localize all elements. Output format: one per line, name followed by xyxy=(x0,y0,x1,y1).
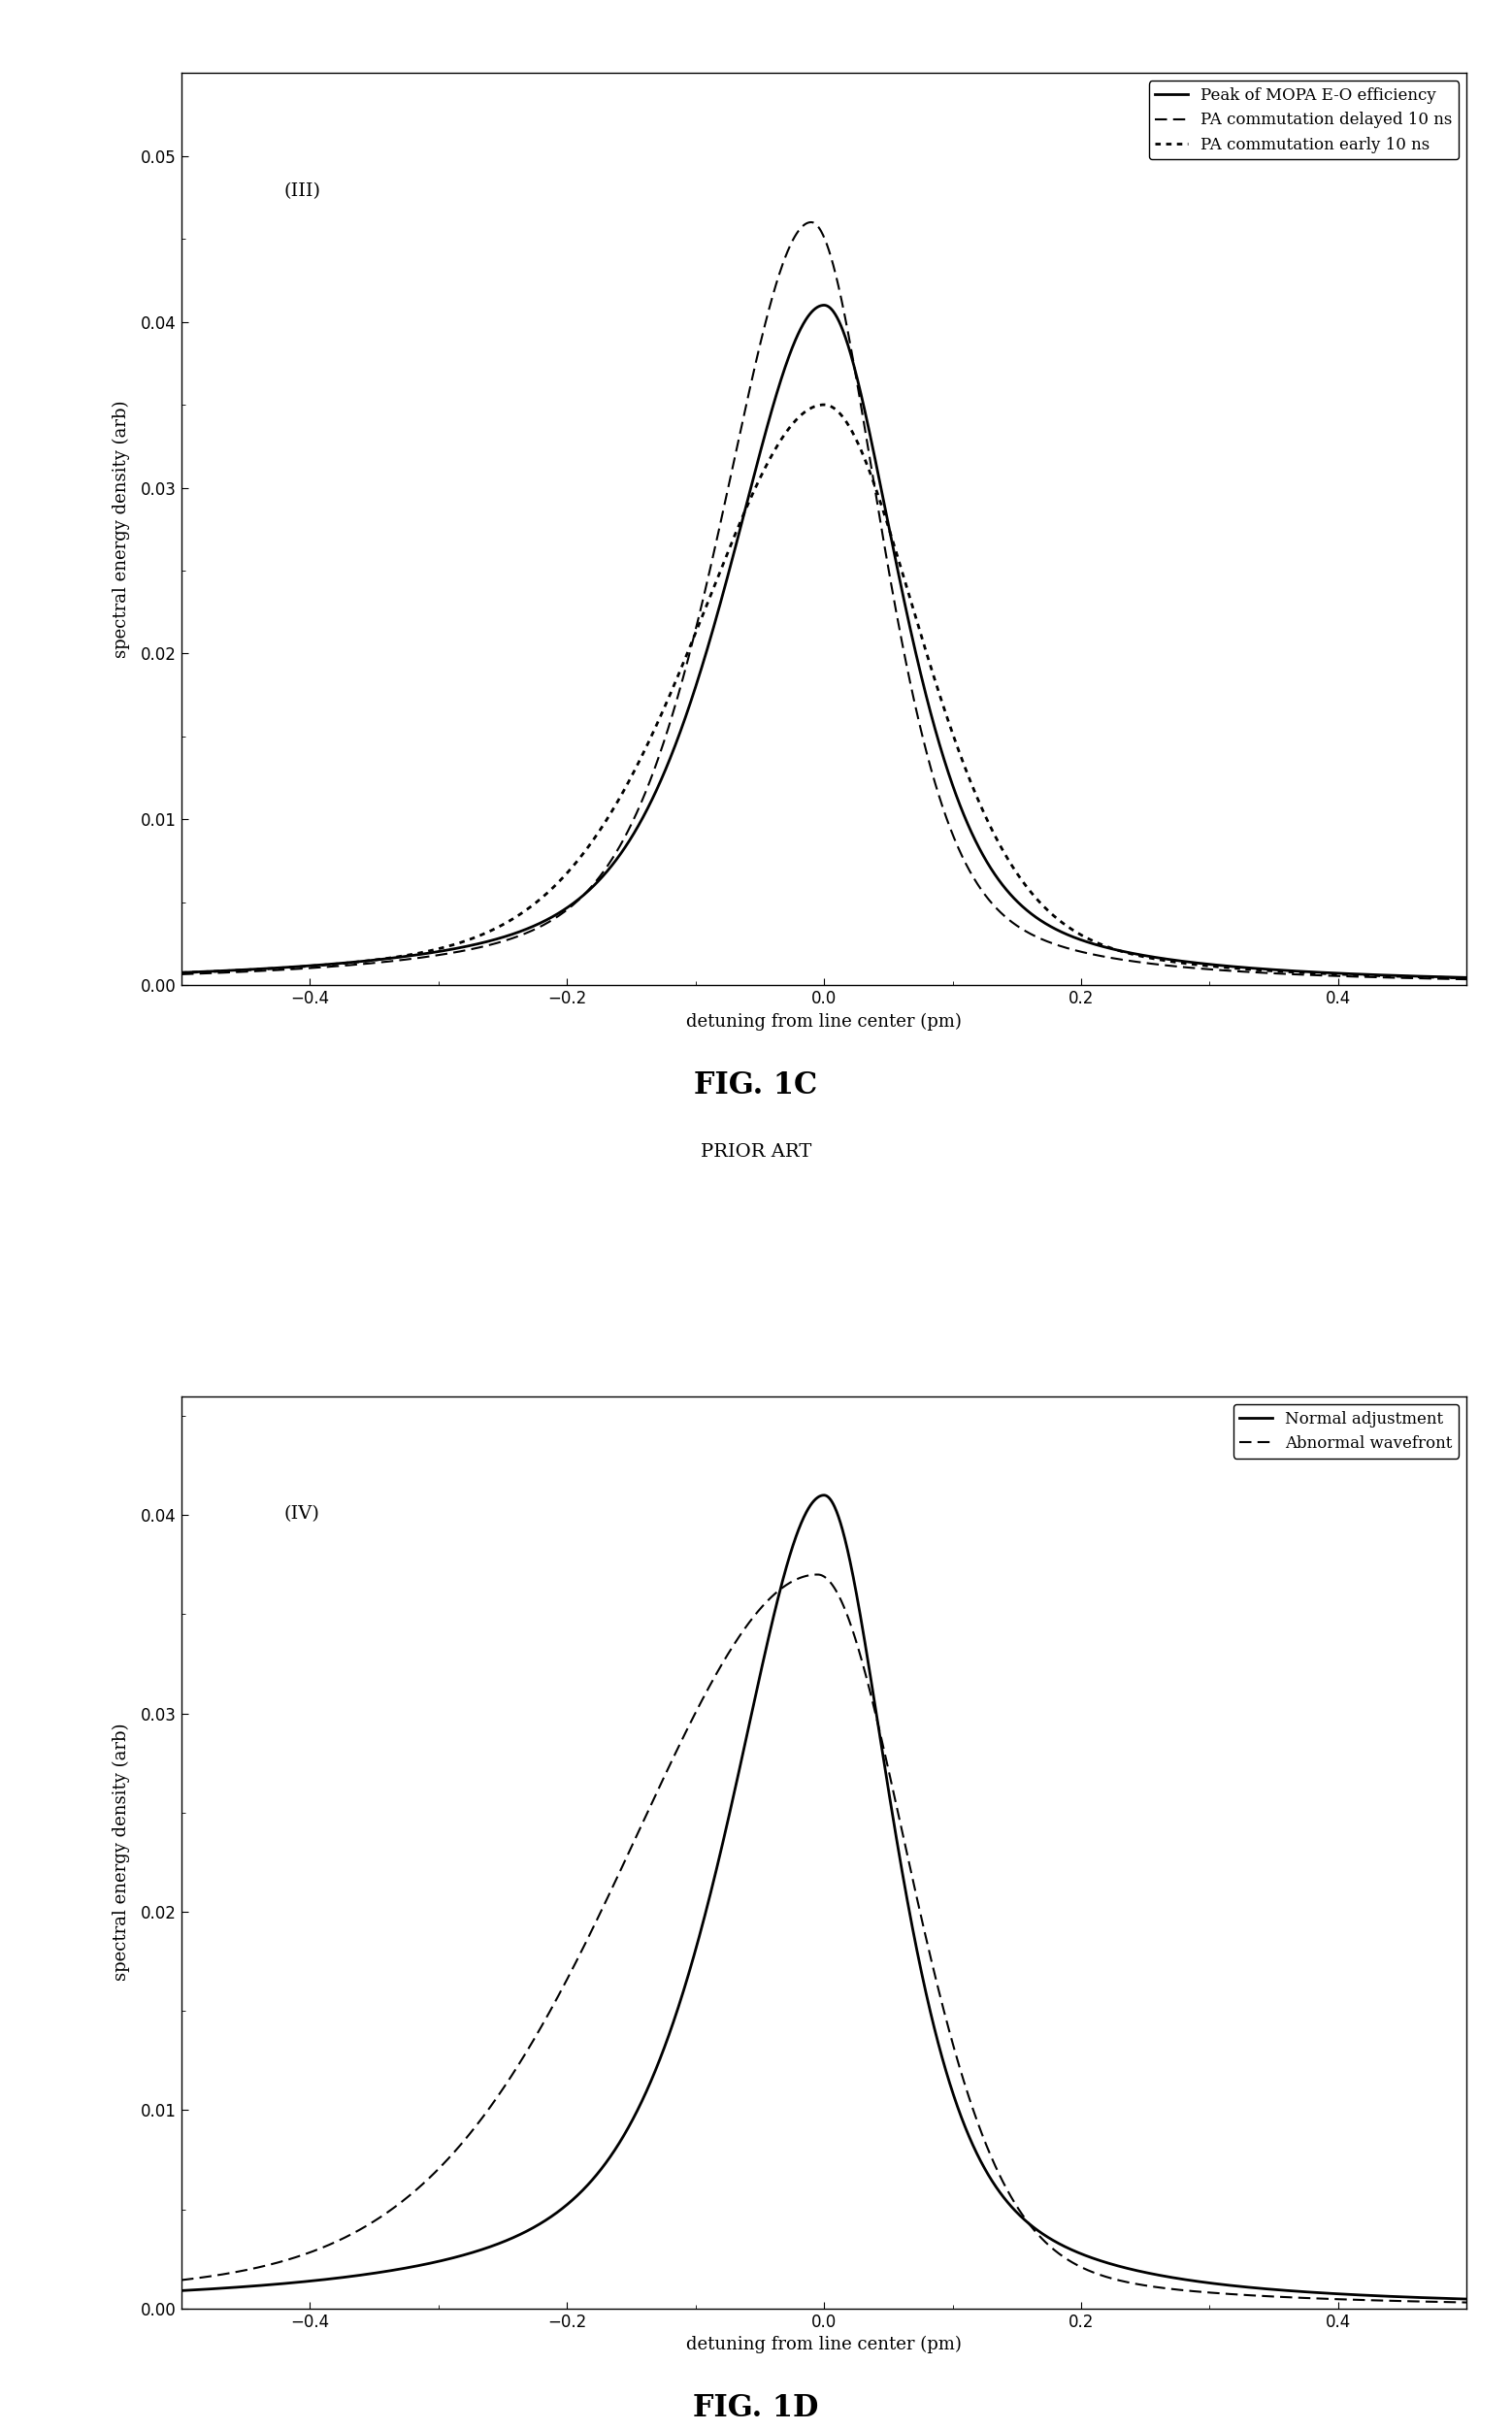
Peak of MOPA E-O efficiency xyxy=(1185,948,1204,977)
Abnormal wavefront xyxy=(764,1582,782,1611)
Normal adjustment xyxy=(1420,2284,1438,2313)
PA commutation delayed 10 ns xyxy=(1420,965,1438,994)
Text: PRIOR ART: PRIOR ART xyxy=(700,1145,812,1162)
Abnormal wavefront xyxy=(797,1562,815,1592)
Abnormal wavefront xyxy=(172,2265,191,2294)
PA commutation delayed 10 ns xyxy=(1458,965,1476,994)
PA commutation early 10 ns xyxy=(1421,962,1439,991)
Abnormal wavefront xyxy=(1185,2277,1204,2306)
X-axis label: detuning from line center (pm): detuning from line center (pm) xyxy=(686,1013,962,1030)
PA commutation delayed 10 ns xyxy=(801,207,820,236)
Normal adjustment xyxy=(1421,2284,1439,2313)
Line: PA commutation early 10 ns: PA commutation early 10 ns xyxy=(181,406,1467,979)
Peak of MOPA E-O efficiency xyxy=(1420,962,1438,991)
Text: FIG. 1C: FIG. 1C xyxy=(694,1072,818,1101)
Abnormal wavefront xyxy=(1421,2287,1439,2316)
Peak of MOPA E-O efficiency xyxy=(1421,962,1439,991)
Line: Peak of MOPA E-O efficiency: Peak of MOPA E-O efficiency xyxy=(181,306,1467,977)
Legend: Normal adjustment, Abnormal wavefront: Normal adjustment, Abnormal wavefront xyxy=(1234,1405,1459,1458)
Text: (III): (III) xyxy=(284,182,321,199)
Peak of MOPA E-O efficiency xyxy=(172,957,191,987)
Abnormal wavefront xyxy=(237,2255,256,2284)
PA commutation early 10 ns xyxy=(172,957,191,987)
Normal adjustment xyxy=(815,1480,833,1509)
Abnormal wavefront xyxy=(1420,2287,1438,2316)
Normal adjustment xyxy=(764,1606,782,1635)
Text: FIG. 1D: FIG. 1D xyxy=(692,2394,820,2423)
PA commutation early 10 ns xyxy=(797,396,815,425)
PA commutation early 10 ns xyxy=(1420,962,1438,991)
Peak of MOPA E-O efficiency xyxy=(1458,962,1476,991)
Text: (IV): (IV) xyxy=(284,1507,321,1524)
PA commutation early 10 ns xyxy=(815,391,833,420)
Y-axis label: spectral energy density (arb): spectral energy density (arb) xyxy=(112,401,130,659)
PA commutation delayed 10 ns xyxy=(237,957,256,987)
Abnormal wavefront xyxy=(809,1560,827,1589)
Normal adjustment xyxy=(1185,2267,1204,2296)
PA commutation early 10 ns xyxy=(237,955,256,984)
Line: PA commutation delayed 10 ns: PA commutation delayed 10 ns xyxy=(181,221,1467,979)
X-axis label: detuning from line center (pm): detuning from line center (pm) xyxy=(686,2335,962,2355)
PA commutation delayed 10 ns xyxy=(1421,965,1439,994)
Normal adjustment xyxy=(1458,2284,1476,2313)
Y-axis label: spectral energy density (arb): spectral energy density (arb) xyxy=(112,1723,130,1980)
Line: Normal adjustment: Normal adjustment xyxy=(181,1494,1467,2299)
PA commutation delayed 10 ns xyxy=(1185,953,1204,982)
PA commutation delayed 10 ns xyxy=(797,209,815,238)
Normal adjustment xyxy=(237,2272,256,2301)
Line: Abnormal wavefront: Abnormal wavefront xyxy=(181,1575,1467,2304)
Normal adjustment xyxy=(172,2277,191,2306)
Peak of MOPA E-O efficiency xyxy=(237,955,256,984)
Peak of MOPA E-O efficiency xyxy=(815,292,833,321)
Peak of MOPA E-O efficiency xyxy=(764,394,782,423)
PA commutation delayed 10 ns xyxy=(764,282,782,311)
PA commutation early 10 ns xyxy=(1185,950,1204,979)
Peak of MOPA E-O efficiency xyxy=(797,304,815,333)
Normal adjustment xyxy=(797,1497,815,1526)
PA commutation delayed 10 ns xyxy=(172,960,191,989)
Legend: Peak of MOPA E-O efficiency, PA commutation delayed 10 ns, PA commutation early : Peak of MOPA E-O efficiency, PA commutat… xyxy=(1149,80,1459,160)
PA commutation early 10 ns xyxy=(1458,965,1476,994)
PA commutation early 10 ns xyxy=(764,440,782,469)
Abnormal wavefront xyxy=(1458,2289,1476,2318)
